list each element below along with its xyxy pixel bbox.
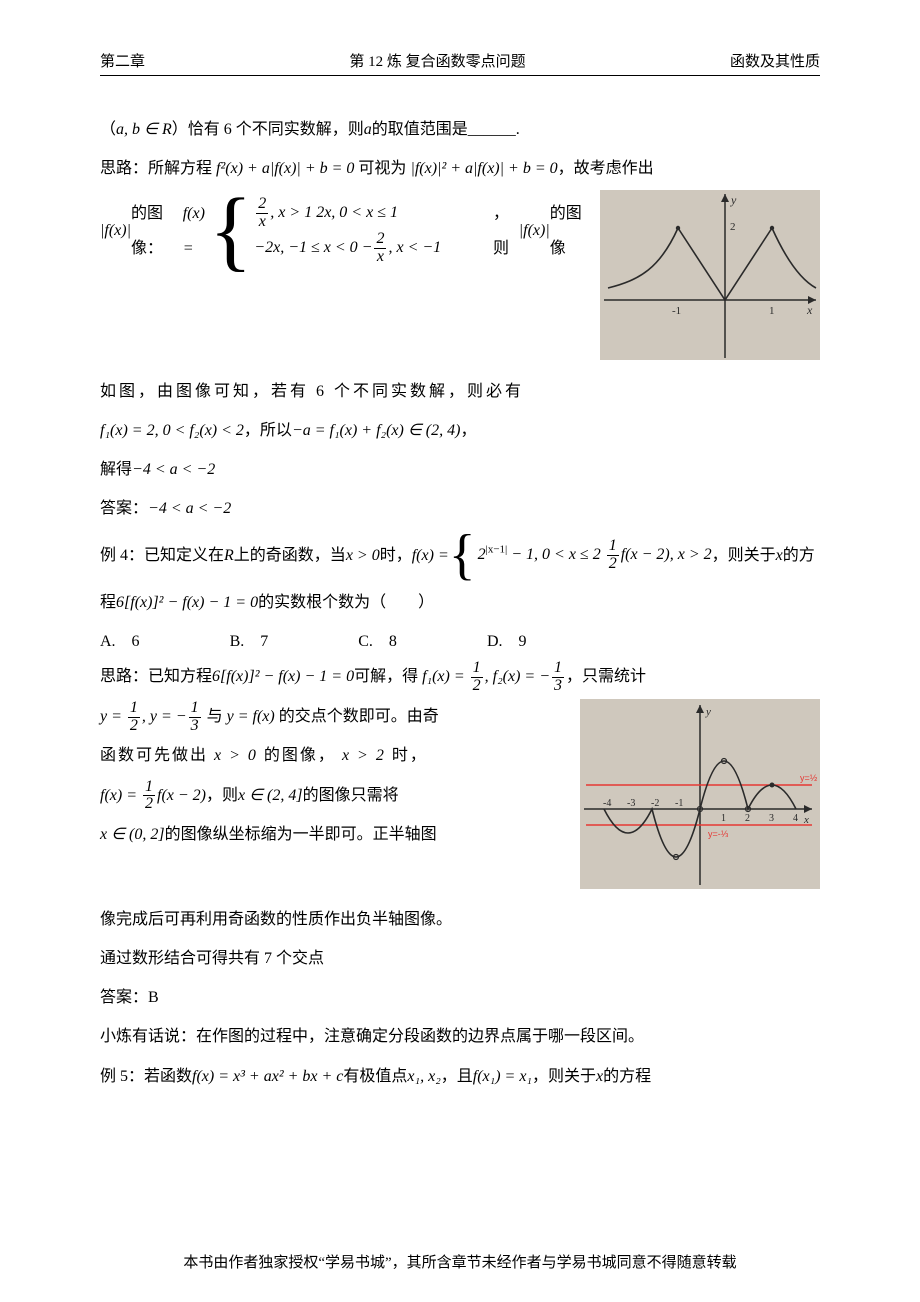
example-4-head: 例 4：已知定义在R上的奇函数，当x > 0时， f(x) = { 2|x−1|… bbox=[100, 530, 820, 580]
svg-text:y: y bbox=[730, 193, 737, 207]
line-approach-1: 思路：所解方程 f²(x) + a|f(x)| + b = 0 可视为 |f(x… bbox=[100, 151, 820, 186]
svg-text:y=-⅓: y=-⅓ bbox=[708, 829, 729, 839]
svg-text:y=½: y=½ bbox=[800, 773, 818, 783]
line-solve: 解得−4 < a < −2 bbox=[100, 452, 820, 487]
header-title: 第 12 炼 复合函数零点问题 bbox=[349, 50, 525, 71]
line-approach-2: 如图，由图像可知，若有 6 个不同实数解，则必有 bbox=[100, 374, 820, 409]
svg-text:1: 1 bbox=[721, 813, 726, 824]
svg-text:1: 1 bbox=[769, 305, 775, 317]
svg-text:-4: -4 bbox=[603, 798, 611, 809]
option-b: B. 7 bbox=[230, 624, 269, 659]
sol4-line5: 像完成后可再利用奇函数的性质作出负半轴图像。 bbox=[100, 902, 820, 937]
options-row: A. 6 B. 7 C. 8 D. 9 bbox=[100, 624, 820, 659]
option-a: A. 6 bbox=[100, 624, 140, 659]
sol4-line6: 通过数形结合可得共有 7 个交点 bbox=[100, 941, 820, 976]
svg-text:x: x bbox=[806, 303, 813, 317]
answer-4: 答案：B bbox=[100, 980, 820, 1015]
sol4-and-figure-2: y = 12, y = −13 与 y = f(x) 的交点个数即可。由奇 函数… bbox=[100, 699, 820, 902]
svg-text:y: y bbox=[705, 706, 711, 718]
svg-text:4: 4 bbox=[793, 813, 798, 824]
figure-2: -4 -3 -2 -1 1 2 3 4 x y y=½ y=-⅓ bbox=[580, 699, 820, 902]
example-5: 例 5：若函数f(x) = x³ + ax² + bx + c有极值点x₁, x… bbox=[100, 1059, 820, 1094]
line-answer-3: 答案：−4 < a < −2 bbox=[100, 491, 820, 526]
svg-text:-1: -1 bbox=[675, 798, 683, 809]
svg-text:-1: -1 bbox=[672, 305, 681, 317]
svg-text:3: 3 bbox=[769, 813, 774, 824]
example-4-eq: 程6[f(x)]² − f(x) − 1 = 0的实数根个数为（ ） bbox=[100, 585, 820, 620]
piecewise-and-figure-1: |f(x)| 的图像： f(x) = { 2x, x > 1 2x, 0 < x… bbox=[100, 190, 820, 373]
option-c: C. 8 bbox=[358, 624, 397, 659]
page-footer: 本书由作者独家授权“学易书城”，其所含章节未经作者与学易书城同意不得随意转载 bbox=[0, 1251, 920, 1272]
note-4: 小炼有话说：在作图的过程中，注意确定分段函数的边界点属于哪一段区间。 bbox=[100, 1019, 820, 1054]
header-topic: 函数及其性质 bbox=[730, 50, 820, 71]
line-approach-3: f₁(x) = 2, 0 < f₂(x) < 2，所以−a = f₁(x) + … bbox=[100, 413, 820, 448]
svg-text:2: 2 bbox=[745, 813, 750, 824]
svg-text:2: 2 bbox=[730, 221, 736, 233]
sol4-line1: 思路：已知方程6[f(x)]² − f(x) − 1 = 0可解，得 f₁(x)… bbox=[100, 659, 820, 695]
page-content: （a, b ∈ R）恰有 6 个不同实数解，则a的取值范围是______. 思路… bbox=[100, 112, 820, 1094]
line-condition: （a, b ∈ R）恰有 6 个不同实数解，则a的取值范围是______. bbox=[100, 112, 820, 147]
option-d: D. 9 bbox=[487, 624, 527, 659]
page-header: 第二章 第 12 炼 复合函数零点问题 函数及其性质 bbox=[100, 50, 820, 76]
svg-text:x: x bbox=[803, 814, 809, 826]
svg-text:-3: -3 bbox=[627, 798, 635, 809]
header-chapter: 第二章 bbox=[100, 50, 145, 71]
figure-1: -1 1 2 x y bbox=[600, 190, 820, 373]
